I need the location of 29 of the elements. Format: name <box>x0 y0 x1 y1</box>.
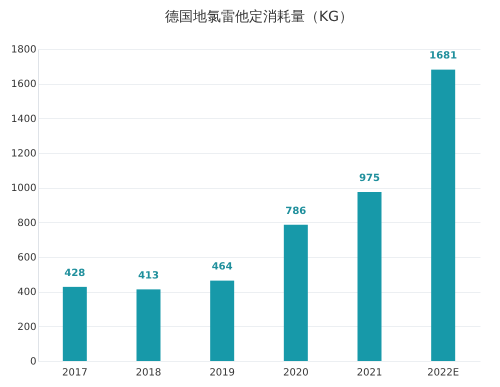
y-tick-label: 800 <box>17 218 36 229</box>
y-tick-label: 1200 <box>11 148 36 160</box>
chart-title: 德国地氯雷他定消耗量（KG） <box>164 9 354 25</box>
y-tick-label: 1600 <box>11 79 36 90</box>
bar <box>62 286 87 361</box>
data-label: 428 <box>64 268 86 279</box>
y-tick-label: 600 <box>17 252 36 264</box>
data-label: 975 <box>359 173 380 184</box>
x-tick-label: 2017 <box>62 368 88 378</box>
bar <box>284 224 308 361</box>
data-label: 1681 <box>429 50 458 62</box>
data-label: 786 <box>285 206 306 217</box>
y-tick-label: 1400 <box>11 114 36 125</box>
bar <box>431 70 456 361</box>
x-tick-label: 2021 <box>356 368 382 378</box>
x-tick-label: 2022E <box>427 368 460 378</box>
y-tick-label: 200 <box>17 322 36 333</box>
x-tick-label: 2020 <box>283 368 309 378</box>
data-label: 464 <box>212 262 233 273</box>
y-tick-label: 400 <box>17 287 36 298</box>
bar <box>136 289 160 361</box>
y-tick-label: 1000 <box>11 183 36 194</box>
bar <box>210 280 234 361</box>
x-tick-label: 2019 <box>209 368 235 378</box>
x-tick-label: 2018 <box>136 368 162 378</box>
data-label: 413 <box>138 270 159 282</box>
y-tick-label: 0 <box>30 356 36 368</box>
bar <box>358 192 382 361</box>
y-tick-label: 1800 <box>11 44 36 56</box>
